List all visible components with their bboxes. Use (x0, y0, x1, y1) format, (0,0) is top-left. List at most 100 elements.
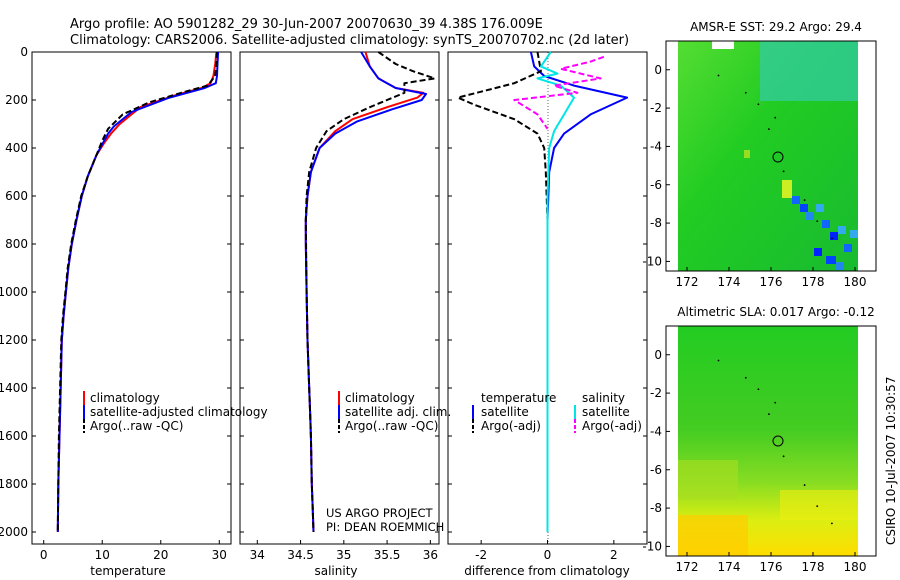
salinity-xtick-label: 35 (336, 548, 351, 562)
float-track-point (831, 237, 833, 240)
sal-legend-climatology: climatology (345, 391, 415, 405)
sla-high-patch (780, 490, 858, 520)
depth-ytick-label: 1000 (0, 285, 28, 299)
map-ytick-label: -2 (650, 101, 662, 115)
temperature-xlabel: temperature (90, 564, 165, 578)
float-track-point (744, 91, 747, 94)
legend-sal-argo: Argo(-adj) (582, 419, 642, 433)
difference-series-0 (529, 51, 629, 532)
sst-warm-spot (744, 150, 750, 158)
depth-ytick-label: 0 (20, 45, 28, 59)
difference-series-1 (456, 51, 549, 532)
sst-warm-spot (782, 180, 792, 198)
salinity-panel: salinity climatology satellite adj. clim… (239, 51, 451, 578)
map-ytick-label: -2 (650, 386, 662, 400)
float-track-point (717, 359, 720, 362)
float-track-point (757, 103, 760, 106)
float-track-point (803, 484, 806, 486)
difference-series-3 (513, 55, 605, 130)
float-track-point (717, 74, 720, 77)
depth-ytick-label: 1800 (0, 477, 28, 491)
map-ytick-label: -4 (650, 139, 662, 153)
temperature-series-1 (56, 51, 220, 533)
float-track-point (782, 455, 785, 458)
map-xtick-label: 174 (718, 275, 741, 289)
map-ytick-label: 0 (654, 63, 662, 77)
map-ytick-label: 0 (654, 348, 662, 362)
difference-legend: temperature salinity satellite Argo(-adj… (472, 391, 642, 433)
float-track-point (774, 401, 777, 404)
float-track-point (774, 116, 777, 119)
salinity-xtick-label: 35.5 (374, 548, 401, 562)
map-xtick-label: 180 (844, 275, 867, 289)
map-ytick-label: -6 (650, 463, 662, 477)
credit-pi: PI: DEAN ROEMMICH (326, 520, 444, 534)
map-ytick-label: -6 (650, 178, 662, 192)
map-xtick-label: 180 (844, 560, 867, 574)
depth-ytick-label: 600 (5, 189, 28, 203)
float-track-point (816, 220, 819, 223)
map-ytick-label: -8 (650, 501, 662, 515)
map-xtick-label: 172 (676, 275, 699, 289)
map-xtick-label: 176 (760, 560, 783, 574)
legend-sal-satellite: satellite (582, 405, 630, 419)
difference-xtick-label: 0 (544, 548, 552, 562)
float-track-point (757, 388, 760, 391)
depth-ytick-label: 400 (5, 141, 28, 155)
credit-project: US ARGO PROJECT (326, 506, 434, 520)
legend-argo: Argo(..raw -QC) (90, 419, 183, 433)
sst-map-title: AMSR-E SST: 29.2 Argo: 29.4 (690, 20, 862, 34)
depth-ytick-label: 1400 (0, 381, 28, 395)
legend-header-temperature: temperature (481, 391, 556, 405)
salinity-series-2 (304, 51, 436, 533)
sla-map-title: Altimetric SLA: 0.017 Argo: -0.12 (677, 305, 874, 319)
map-ytick-label: -10 (642, 254, 662, 268)
temperature-xtick-label: 0 (40, 548, 48, 562)
temperature-axes-frame (31, 51, 232, 545)
float-track-point (768, 128, 770, 131)
float-track-point (816, 505, 819, 508)
depth-ytick-label: 800 (5, 237, 28, 251)
salinity-legend: climatology satellite adj. clim. Argo(..… (338, 391, 451, 433)
temperature-series-0 (56, 51, 218, 533)
map-xtick-label: 174 (718, 560, 741, 574)
legend-temp-argo: Argo(-adj) (481, 419, 541, 433)
sst-land-patch (712, 41, 734, 49)
float-track-point (782, 170, 785, 173)
map-ytick-label: -4 (650, 424, 662, 438)
depth-ytick-label: 1200 (0, 333, 28, 347)
temperature-legend: climatology satellite-adjusted climatolo… (83, 391, 268, 433)
sst-argo-marker (772, 151, 784, 163)
sal-legend-argo: Argo(..raw -QC) (345, 419, 438, 433)
salinity-xtick-label: 36 (423, 548, 438, 562)
temperature-xtick-label: 20 (153, 548, 168, 562)
temperature-panel: temperature climatology satellite-adjust… (31, 51, 268, 578)
figure-title: Argo profile: AO 5901282_29 30-Jun-2007 … (70, 17, 543, 32)
float-track-point (803, 199, 806, 201)
salinity-xlabel: salinity (314, 564, 357, 578)
difference-xtick-label: 2 (610, 548, 618, 562)
figure-subtitle: Climatology: CARS2006. Satellite-adjuste… (70, 33, 629, 48)
temperature-series-2 (56, 51, 218, 533)
temperature-xtick-label: 30 (212, 548, 227, 562)
depth-ytick-label: 2000 (0, 525, 28, 539)
sla-argo-marker (772, 435, 784, 447)
float-track-point (768, 413, 770, 416)
sla-map-panel: Altimetric SLA: 0.017 Argo: -0.12 172 174… (642, 305, 877, 574)
difference-xlabel: difference from climatology (464, 564, 630, 578)
sal-legend-satellite: satellite adj. clim. (345, 405, 451, 419)
salinity-xtick-label: 34 (250, 548, 265, 562)
float-track-point (744, 376, 747, 379)
difference-series-2 (536, 51, 575, 532)
legend-satellite-adjusted: satellite-adjusted climatology (90, 405, 268, 419)
sla-high-patch (678, 460, 738, 500)
legend-header-salinity: salinity (582, 391, 625, 405)
depth-ytick-label: 200 (5, 93, 28, 107)
salinity-axes-frame (239, 51, 440, 545)
map-ytick-label: -8 (650, 216, 662, 230)
sst-cool-patch (760, 41, 858, 101)
temperature-xtick-label: 10 (95, 548, 110, 562)
map-xtick-label: 178 (802, 560, 825, 574)
sst-map-panel: AMSR-E SST: 29.2 Argo: 29.4 172 174 176 178… (642, 20, 877, 289)
